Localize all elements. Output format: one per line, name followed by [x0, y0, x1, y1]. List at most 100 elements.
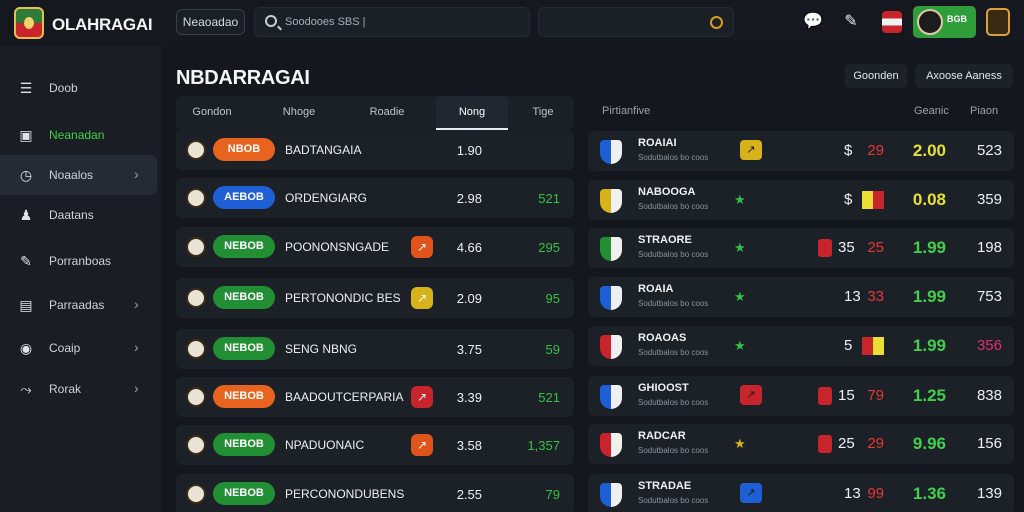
- boost-icon[interactable]: ↗: [740, 385, 762, 405]
- tab-nong[interactable]: Nong: [436, 96, 508, 130]
- club-logo-icon[interactable]: [14, 7, 44, 39]
- header-button[interactable]: Goonden: [845, 64, 907, 88]
- tab-gondon[interactable]: Gondon: [192, 106, 232, 118]
- color-block-icon: [862, 191, 884, 209]
- team-name: ORDENGIARG: [285, 191, 368, 205]
- boost-icon[interactable]: ↗: [740, 140, 762, 160]
- star-icon[interactable]: ★: [734, 338, 746, 353]
- secondary-search-input[interactable]: [538, 7, 734, 37]
- flag-icon[interactable]: [882, 11, 902, 33]
- status-badge[interactable]: NEBOB: [213, 337, 275, 360]
- team-crest-icon: [600, 335, 622, 359]
- profile-button[interactable]: BGB: [913, 6, 976, 38]
- score-value: 79: [867, 387, 884, 404]
- sidebar-item-neanadan[interactable]: ▣ Neanadan: [0, 115, 157, 155]
- table-row[interactable]: NEBOB POONONSNGADE ↗ 4.66 295: [176, 227, 574, 267]
- status-badge[interactable]: NEBOB: [213, 433, 275, 456]
- notification-icon[interactable]: ✎: [844, 13, 858, 30]
- sidebar-item-label: Parraadas: [49, 298, 105, 312]
- table-row[interactable]: ROAIAI Sodutbalos bo coos ↗ $29 2.00 523: [588, 131, 1014, 171]
- odds-value: 2.55: [456, 487, 482, 502]
- sidebar-item-daatans[interactable]: ♟ Daatans: [0, 195, 157, 235]
- team-subtitle: Sodutbalos bo coos: [638, 446, 709, 455]
- star-icon[interactable]: ★: [734, 192, 746, 207]
- sidebar-item-doob[interactable]: ☰ Doob: [0, 68, 157, 108]
- trophy-icon[interactable]: [986, 8, 1010, 36]
- tab-tige[interactable]: Tige: [532, 106, 554, 118]
- table-row[interactable]: NEBOB NPADUONAIC ↗ 3.58 1,357: [176, 425, 574, 465]
- team-subtitle: Sodutbalos bo coos: [638, 250, 709, 259]
- table-row[interactable]: STRADAE Sodutbalos bo coos ↗ 13 99 1.36 139: [588, 474, 1014, 512]
- stake-value: 13: [844, 288, 861, 305]
- sidebar: ☰ Doob ▣ Neanadan ◷ Noaalos › ♟ Daatans …: [0, 46, 161, 512]
- column-header: Geanic: [914, 105, 949, 117]
- status-badge[interactable]: AEBOB: [213, 186, 275, 209]
- table-row[interactable]: NEBOB PERCONONDUBENS 2.55 79: [176, 474, 574, 512]
- odds-value: 1.99: [912, 336, 946, 355]
- sidebar-item-porranboas[interactable]: ✎ Porranboas: [0, 241, 157, 281]
- chevron-right-icon: ›: [134, 166, 139, 182]
- table-row[interactable]: ROAOAS Sodutbalos bo coos ★ 5 1.99 356: [588, 326, 1014, 366]
- change-value: 521: [538, 390, 560, 405]
- header-button[interactable]: Axoose Aaness: [915, 64, 1013, 88]
- team-name: BADTANGAIA: [285, 143, 362, 157]
- edit-icon: ✎: [20, 253, 32, 269]
- sidebar-item-rorak[interactable]: ⤳ Rorak ›: [0, 369, 157, 409]
- star-icon[interactable]: ★: [734, 436, 746, 451]
- table-row[interactable]: AEBOB ORDENGIARG 2.98 521: [176, 178, 574, 218]
- odds-value: 4.66: [456, 240, 482, 255]
- score-value: 99: [867, 485, 884, 502]
- sidebar-item-noaalos[interactable]: ◷ Noaalos ›: [0, 155, 157, 195]
- star-icon[interactable]: ★: [734, 289, 746, 304]
- sidebar-item-label: Coaip: [49, 341, 81, 355]
- tab-roadie[interactable]: Roadie: [369, 106, 405, 118]
- team-name: RADCAR: [638, 430, 686, 442]
- team-badge-icon: [186, 387, 206, 407]
- shield-icon: [818, 239, 832, 257]
- status-badge[interactable]: NEBOB: [213, 385, 275, 408]
- team-crest-icon: [600, 483, 622, 507]
- theme-toggle-icon[interactable]: [710, 16, 723, 29]
- change-value: 59: [545, 342, 560, 357]
- team-name: STRADAE: [638, 480, 692, 492]
- top-nav-button[interactable]: Neaoadao: [176, 9, 245, 35]
- stake-value: $: [844, 142, 853, 159]
- team-crest-icon: [600, 286, 622, 310]
- change-value: 295: [538, 240, 560, 255]
- trend-arrow-icon[interactable]: ↗: [411, 386, 433, 408]
- tab-nhoge[interactable]: Nhoge: [282, 106, 316, 118]
- trend-arrow-icon[interactable]: ↗: [411, 287, 433, 309]
- table-row[interactable]: NEBOB BAADOUTCERPARIA ↗ 3.39 521: [176, 377, 574, 417]
- search-input[interactable]: Soodooes SBS |: [254, 7, 530, 37]
- status-badge[interactable]: NEBOB: [213, 286, 275, 309]
- table-row[interactable]: NBOB BADTANGAIA 1.90: [176, 130, 574, 170]
- top-bar: OLAHRAGAI Neaoadao Soodooes SBS | 💬 ✎ BG…: [0, 0, 1024, 46]
- table-row[interactable]: NABOOGA Sodutbalos bo coos ★ $0.08 359: [588, 180, 1014, 220]
- team-badge-icon: [186, 237, 206, 257]
- table-row[interactable]: ROAIA Sodutbalos bo coos ★ 13 33 1.99 753: [588, 277, 1014, 317]
- sidebar-item-label: Noaalos: [49, 168, 94, 182]
- status-badge[interactable]: NBOB: [213, 138, 275, 161]
- chat-icon[interactable]: 💬: [803, 13, 823, 30]
- table-row[interactable]: NEBOB PERTONONDIC BES ↗ 2.09 95: [176, 278, 574, 318]
- status-badge[interactable]: NEBOB: [213, 482, 275, 505]
- trend-arrow-icon[interactable]: ↗: [411, 434, 433, 456]
- odds-value: 9.96: [912, 434, 946, 453]
- star-icon[interactable]: ★: [734, 240, 746, 255]
- table-row[interactable]: GHIOOST Sodutbalos bo coos ↗ 15 79 1.25 838: [588, 376, 1014, 416]
- sidebar-item-coaip[interactable]: ◉ Coaip ›: [0, 328, 157, 368]
- table-row[interactable]: STRAORE Sodutbalos bo coos ★ 35 25 1.99 198: [588, 228, 1014, 268]
- table-row[interactable]: RADCAR Sodutbalos bo coos ★ 25 29 9.96 156: [588, 424, 1014, 464]
- book-icon: ▤: [19, 297, 33, 313]
- team-badge-icon: [186, 339, 206, 359]
- status-badge[interactable]: NEBOB: [213, 235, 275, 258]
- sidebar-item-parraadas[interactable]: ▤ Parraadas ›: [0, 285, 157, 325]
- stake-value: 35: [838, 239, 855, 256]
- profile-text: BGB: [947, 14, 967, 24]
- team-name: NABOOGA: [638, 186, 696, 198]
- odds-value: 1.36: [912, 484, 946, 503]
- trend-arrow-icon[interactable]: ↗: [411, 236, 433, 258]
- team-name: ROAIAI: [638, 137, 677, 149]
- boost-icon[interactable]: ↗: [740, 483, 762, 503]
- table-row[interactable]: NEBOB SENG NBNG 3.75 59: [176, 329, 574, 369]
